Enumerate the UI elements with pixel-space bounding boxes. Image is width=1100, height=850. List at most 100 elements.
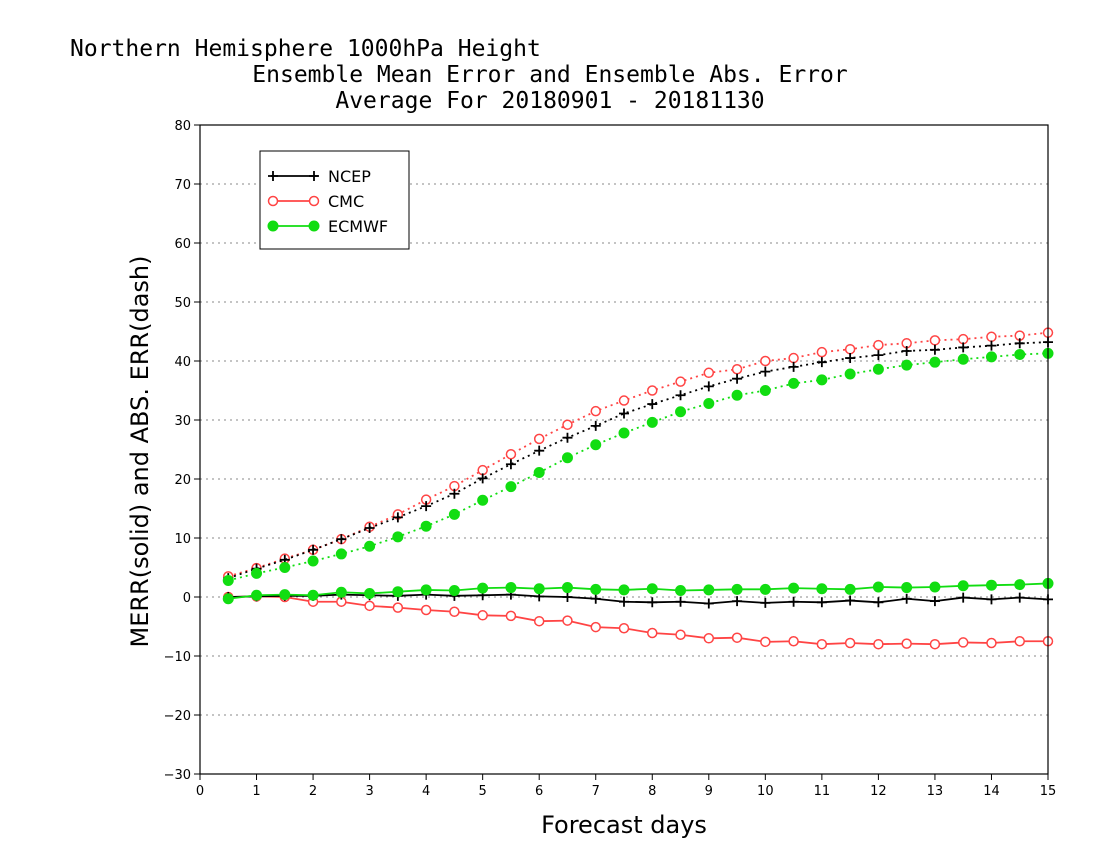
merr-point (533, 615, 545, 627)
merr-line (228, 582, 1049, 600)
abs-err-point (703, 367, 715, 379)
merr-point (562, 592, 573, 602)
legend-marker (267, 195, 279, 207)
legend: NCEP CMC ECMWF (259, 150, 410, 250)
y-tick-label: 50 (174, 296, 191, 311)
merr-point (703, 598, 714, 609)
x-tick-label: 6 (535, 784, 543, 799)
abs-err-line (228, 352, 1049, 582)
abs-err-point (760, 366, 771, 377)
merr-point (675, 585, 687, 597)
merr-point (448, 585, 460, 597)
abs-err-point (929, 344, 940, 355)
merr-point (986, 637, 997, 649)
merr-point (873, 597, 884, 608)
legend-item-ncep: NCEP (268, 167, 371, 186)
abs-err-point (731, 364, 743, 375)
y-tick-label: 0 (183, 591, 191, 606)
x-tick-label: 1 (252, 784, 260, 799)
merr-point (562, 615, 573, 626)
merr-point (760, 636, 771, 648)
abs-err-point (618, 427, 630, 439)
x-tick-label: 0 (196, 784, 204, 799)
y-tick-label: 40 (174, 355, 191, 370)
merr-point (703, 584, 715, 596)
abs-err-point (647, 399, 658, 410)
abs-err-point (675, 376, 686, 387)
abs-err-point (307, 555, 319, 567)
abs-err-point (477, 464, 488, 476)
merr-point (985, 579, 997, 591)
abs-err-point (760, 355, 771, 367)
series-cmc-abs-err (223, 327, 1054, 582)
abs-err-point (448, 508, 460, 520)
merr-point (872, 581, 884, 593)
abs-err-line (228, 331, 1049, 578)
merr-point (420, 604, 432, 616)
x-tick-label: 12 (870, 784, 887, 799)
abs-err-point (703, 397, 715, 409)
abs-err-point (986, 340, 997, 351)
merr-point (845, 595, 856, 606)
abs-err-point (561, 452, 573, 464)
merr-point (533, 583, 545, 595)
merr-point (816, 583, 828, 595)
x-tick-label: 13 (927, 784, 944, 799)
chart-title-line-3: Average For 20180901 - 20181130 (335, 88, 765, 114)
grid-lines (200, 183, 1048, 716)
abs-err-point (845, 353, 856, 364)
abs-err-point (731, 389, 743, 401)
merr-point (675, 629, 686, 641)
legend-item-ecmwf: ECMWF (267, 217, 388, 236)
merr-point (760, 597, 771, 608)
merr-point (731, 632, 743, 643)
merr-line (228, 595, 1048, 646)
merr-point (279, 589, 291, 601)
abs-err-point (647, 385, 658, 396)
legend-marker (309, 171, 319, 181)
legend-marker (268, 171, 278, 181)
merr-point (957, 637, 969, 648)
abs-err-point (901, 359, 913, 371)
merr-point (957, 580, 969, 592)
merr-point (1014, 636, 1025, 647)
abs-err-line (227, 341, 1049, 579)
abs-err-point (533, 433, 545, 445)
abs-err-point (534, 445, 545, 456)
abs-err-point (929, 335, 941, 346)
legend-box (259, 150, 410, 250)
merr-point (1014, 592, 1025, 603)
x-tick-label: 10 (757, 784, 774, 799)
merr-point (759, 583, 771, 595)
series-ecmwf-abs-err (222, 347, 1054, 586)
x-tick-label: 9 (705, 784, 713, 799)
abs-err-point (703, 381, 714, 392)
abs-err-point (533, 467, 545, 479)
y-tick-label: 10 (174, 532, 191, 547)
abs-err-point (816, 346, 828, 358)
y-tick-label: 70 (174, 178, 191, 193)
series-group (222, 327, 1054, 650)
merr-point (1014, 579, 1026, 591)
abs-err-point (957, 353, 969, 365)
abs-err-point (1014, 338, 1025, 349)
abs-err-point (873, 339, 884, 351)
abs-err-point (957, 333, 969, 345)
merr-point (986, 594, 997, 605)
merr-point (307, 589, 319, 601)
merr-point (477, 610, 488, 621)
merr-point (505, 610, 517, 622)
abs-err-point (392, 512, 403, 523)
merr-point (477, 582, 489, 594)
abs-err-point (675, 406, 687, 418)
merr-point (816, 597, 827, 608)
abs-err-point (477, 473, 488, 484)
abs-err-point (872, 363, 884, 375)
abs-err-point (788, 361, 799, 372)
merr-point (929, 581, 941, 593)
abs-err-point (505, 448, 517, 460)
x-tick-label: 3 (365, 784, 373, 799)
y-tick-label: 80 (174, 119, 191, 134)
x-tick-label: 5 (479, 784, 487, 799)
